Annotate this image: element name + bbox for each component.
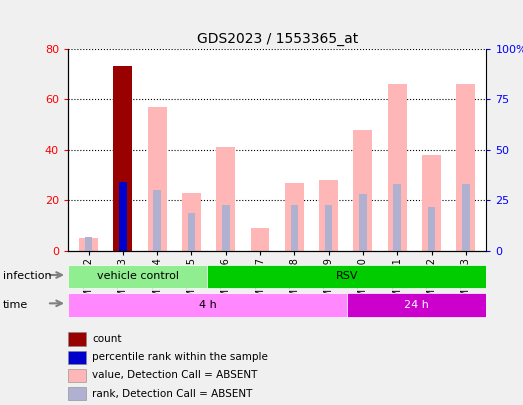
- Text: 4 h: 4 h: [199, 300, 217, 310]
- Bar: [68, 387, 86, 400]
- Bar: [147, 107, 167, 251]
- Bar: [291, 205, 298, 251]
- Bar: [462, 184, 470, 251]
- Bar: [359, 194, 367, 251]
- Bar: [119, 182, 127, 251]
- Text: time: time: [3, 300, 28, 309]
- Bar: [217, 147, 235, 251]
- Bar: [68, 264, 208, 288]
- Title: GDS2023 / 1553365_at: GDS2023 / 1553365_at: [197, 32, 358, 46]
- Bar: [325, 205, 333, 251]
- Bar: [68, 351, 86, 364]
- Text: vehicle control: vehicle control: [97, 271, 179, 281]
- Text: value, Detection Call = ABSENT: value, Detection Call = ABSENT: [93, 371, 258, 380]
- Bar: [68, 333, 86, 345]
- Bar: [208, 264, 486, 288]
- Bar: [85, 237, 93, 251]
- Bar: [113, 66, 132, 251]
- Text: infection: infection: [3, 271, 51, 281]
- Bar: [319, 180, 338, 251]
- Bar: [347, 293, 486, 317]
- Text: RSV: RSV: [336, 271, 358, 281]
- Bar: [422, 155, 441, 251]
- Bar: [393, 184, 401, 251]
- Bar: [354, 130, 372, 251]
- Bar: [428, 207, 435, 251]
- Bar: [68, 369, 86, 382]
- Bar: [388, 84, 407, 251]
- Bar: [188, 213, 195, 251]
- Bar: [153, 190, 161, 251]
- Bar: [182, 193, 201, 251]
- Text: count: count: [93, 334, 122, 344]
- Bar: [285, 183, 304, 251]
- Bar: [79, 239, 98, 251]
- Bar: [457, 84, 475, 251]
- Bar: [251, 228, 269, 251]
- Bar: [68, 293, 347, 317]
- Text: rank, Detection Call = ABSENT: rank, Detection Call = ABSENT: [93, 389, 253, 399]
- Bar: [222, 205, 230, 251]
- Text: percentile rank within the sample: percentile rank within the sample: [93, 352, 268, 362]
- Text: 24 h: 24 h: [404, 300, 429, 310]
